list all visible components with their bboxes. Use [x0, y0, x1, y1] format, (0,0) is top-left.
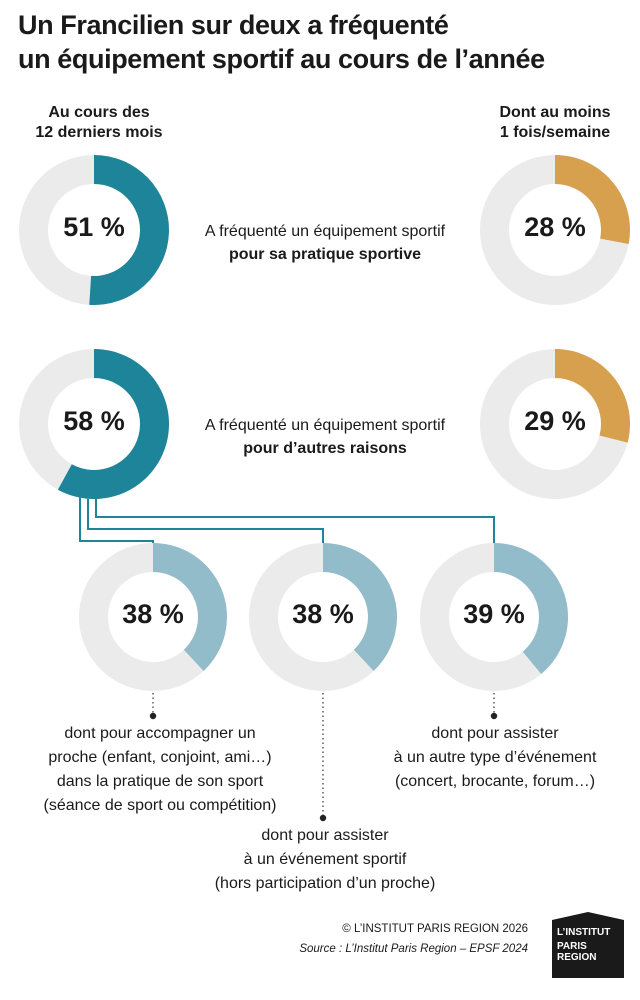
row-2-description: A fréquenté un équipement sportif pour d…: [160, 414, 490, 460]
leader-sub-3-dot: [490, 712, 498, 720]
leader-sub-2-dot: [319, 814, 327, 822]
row-1-year-label: 51 %: [63, 212, 125, 242]
title-line-2: un équipement sportif au cours de l’anné…: [18, 44, 545, 74]
sub-3-note: dont pour assister à un autre type d’évé…: [345, 722, 640, 794]
column-header-year: Au cours des 12 derniers mois: [14, 103, 184, 143]
row-2-description-line-2: pour d’autres raisons: [243, 440, 407, 457]
column-header-week-line-1: Dont au moins: [499, 104, 611, 121]
column-header-week: Dont au moins 1 fois/semaine: [470, 103, 640, 143]
column-header-week-line-2: 1 fois/semaine: [499, 124, 611, 141]
sub-3-note-line-1: dont pour assister: [431, 725, 559, 742]
donut-group: [19, 155, 630, 691]
row-1-description: A fréquenté un équipement sportif pour s…: [160, 220, 490, 266]
copyright-text: © L’INSTITUT PARIS REGION 2026: [342, 923, 528, 935]
credit-block: © L’INSTITUT PARIS REGION 2026 Source : …: [299, 919, 528, 959]
institut-logo: L’INSTITUT PARIS REGION: [548, 912, 624, 978]
leader-lines: [149, 693, 498, 822]
donut-sub-other-event: [420, 543, 568, 691]
title-line-1: Un Francilien sur deux a fréquenté: [18, 10, 449, 40]
sub-1-note-line-3: dans la pratique de son sport: [56, 773, 264, 790]
sub-1-note-line-2: proche (enfant, conjoint, ami…): [48, 749, 272, 766]
donut-sub-sport-event-value-arc: [323, 543, 398, 671]
sub-2-note: dont pour assister à un événement sporti…: [175, 824, 475, 896]
page-title: Un Francilien sur deux a fréquenté un éq…: [18, 8, 628, 76]
donut-sub-sport-event: [249, 543, 398, 691]
sub-2-note-line-3: (hors participation d’un proche): [214, 875, 436, 892]
donut-year-other: [19, 349, 170, 499]
leader-sub-1-dot: [149, 712, 157, 720]
sub-1-note-line-1: dont pour accompagner un: [64, 725, 256, 742]
row-2-year-label: 58 %: [63, 406, 125, 436]
row-2-description-line-1: A fréquenté un équipement sportif: [204, 417, 446, 434]
sub-1-label: 38 %: [122, 599, 184, 629]
sub-3-note-line-3: (concert, brocante, forum…): [394, 773, 596, 790]
sub-1-note-line-4: (séance de sport ou compétition): [43, 797, 277, 814]
donut-sub-other-event-value-arc: [494, 543, 568, 675]
donut-sub-accompany: [79, 543, 227, 691]
row-1-description-line-2: pour sa pratique sportive: [228, 246, 422, 263]
sub-1-note: dont pour accompagner un proche (enfant,…: [10, 722, 310, 818]
donut-year-practice: [19, 155, 169, 305]
row-2-week-label: 29 %: [524, 406, 586, 436]
sub-3-note-line-2: à un autre type d’événement: [393, 749, 597, 766]
logo-line-3: REGION: [557, 952, 597, 963]
sub-2-note-line-2: à un événement sportif: [243, 851, 407, 868]
connector-to-sub-2: [87, 494, 324, 545]
row-1-week-label: 28 %: [524, 212, 586, 242]
logo-line-1: L’INSTITUT: [557, 927, 611, 938]
donut-week-practice: [480, 155, 630, 305]
column-header-year-line-2: 12 derniers mois: [35, 124, 163, 141]
donut-week-other-value-arc: [555, 349, 630, 443]
sub-3-label: 39 %: [463, 599, 525, 629]
column-header-year-line-1: Au cours des: [48, 104, 150, 121]
sub-2-label: 38 %: [292, 599, 354, 629]
donut-week-practice-value-arc: [555, 155, 630, 245]
sub-2-note-line-1: dont pour assister: [261, 827, 389, 844]
logo-shape: [552, 912, 624, 978]
donut-week-other: [480, 349, 630, 499]
connector-to-sub-3: [95, 494, 495, 545]
donut-year-practice-value-arc: [89, 155, 169, 305]
row-1-description-line-1: A fréquenté un équipement sportif: [204, 223, 446, 240]
donut-sub-accompany-value-arc: [153, 543, 227, 671]
source-text: Source : L’Institut Paris Region – EPSF …: [299, 943, 528, 955]
logo-line-2: PARIS: [557, 941, 587, 952]
donut-year-other-value-arc: [57, 349, 170, 499]
